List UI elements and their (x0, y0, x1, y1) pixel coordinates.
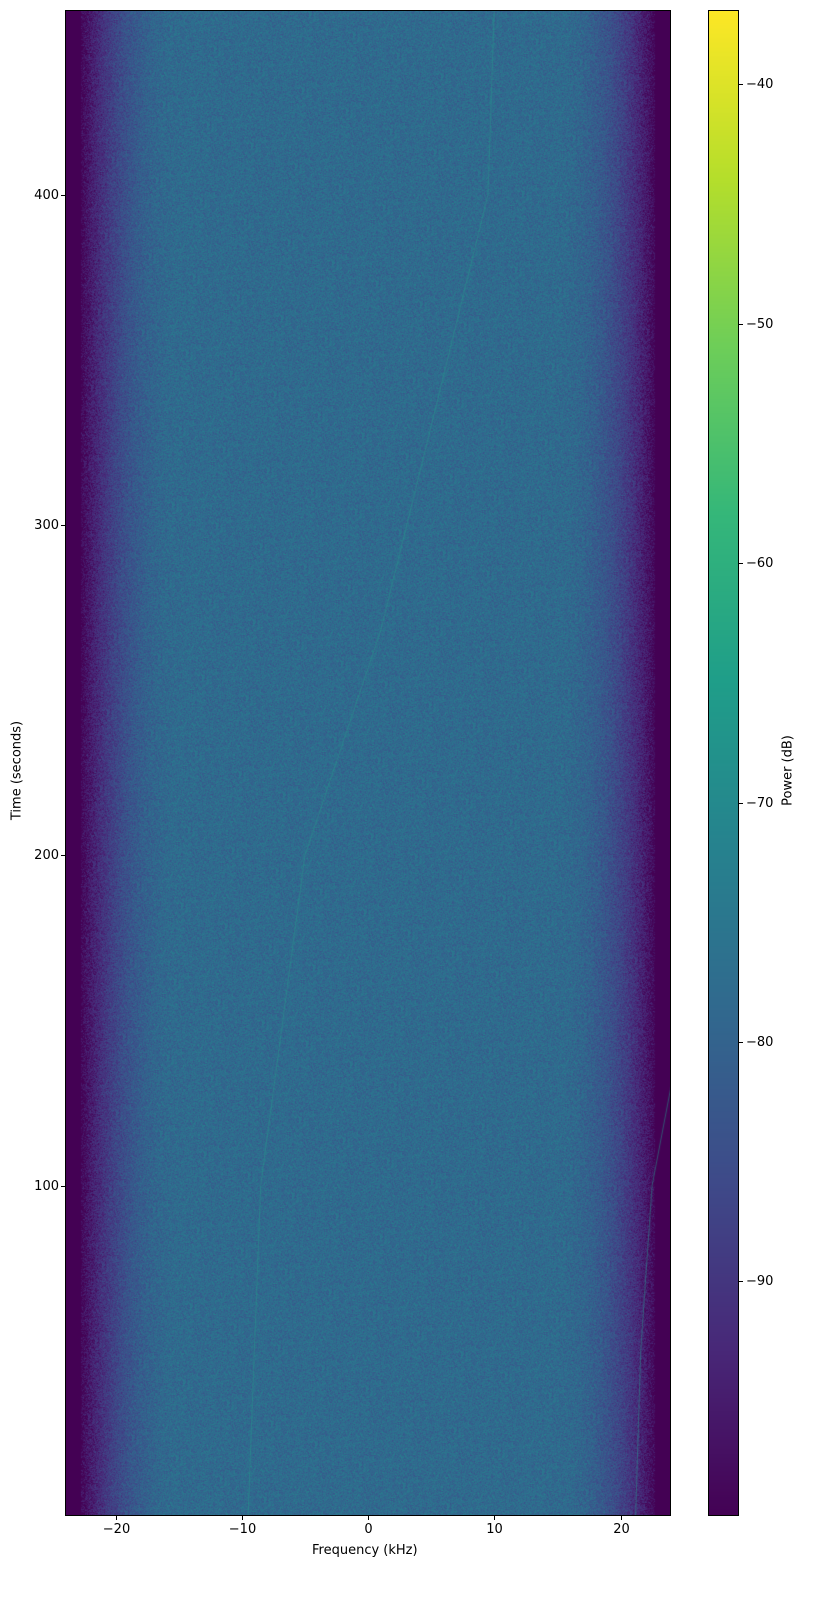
y-tick-label: 300 (34, 517, 59, 533)
x-tick-label: −10 (228, 1522, 257, 1537)
colorbar-label: Power (dB) (780, 735, 796, 806)
colorbar-tick-label: −50 (746, 316, 774, 332)
x-tick-label: 0 (364, 1522, 373, 1537)
colorbar-tick-label: −80 (746, 1034, 774, 1050)
x-tick-label: −20 (102, 1522, 131, 1537)
colorbar (708, 10, 739, 1516)
y-axis-label: Time (seconds) (9, 720, 25, 821)
spectrogram-image (65, 10, 671, 1516)
colorbar-tick-label: −40 (746, 76, 774, 92)
y-tick-label: 200 (34, 847, 59, 863)
y-tick-label: 100 (34, 1178, 59, 1194)
colorbar-tick-label: −60 (746, 555, 774, 571)
x-axis-label: Frequency (kHz) (312, 1543, 418, 1558)
x-tick-label: 10 (486, 1522, 503, 1537)
y-tick-label: 400 (34, 187, 59, 203)
plot-frame (65, 10, 671, 1516)
colorbar-tick-label: −90 (746, 1273, 774, 1289)
colorbar-frame (708, 10, 739, 1516)
x-tick-label: 20 (613, 1522, 630, 1537)
colorbar-tick-label: −70 (746, 795, 774, 811)
